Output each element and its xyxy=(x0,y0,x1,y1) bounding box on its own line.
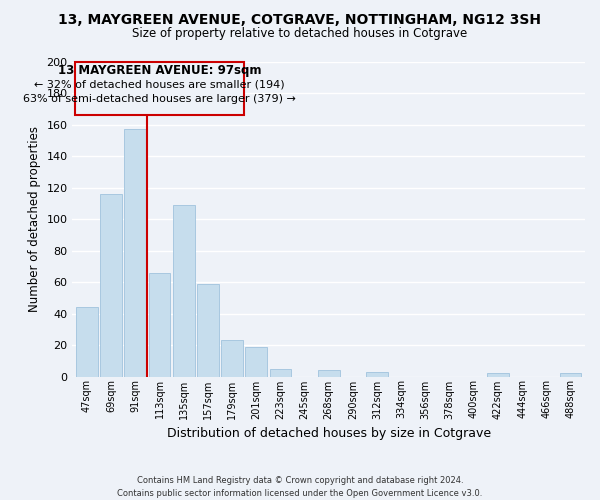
FancyBboxPatch shape xyxy=(76,62,244,115)
Bar xyxy=(318,370,340,376)
X-axis label: Distribution of detached houses by size in Cotgrave: Distribution of detached houses by size … xyxy=(167,427,491,440)
Bar xyxy=(100,194,122,376)
Bar xyxy=(487,374,509,376)
Y-axis label: Number of detached properties: Number of detached properties xyxy=(28,126,41,312)
Bar xyxy=(221,340,243,376)
Bar xyxy=(269,368,291,376)
Text: Contains HM Land Registry data © Crown copyright and database right 2024.
Contai: Contains HM Land Registry data © Crown c… xyxy=(118,476,482,498)
Text: 63% of semi-detached houses are larger (379) →: 63% of semi-detached houses are larger (… xyxy=(23,94,296,104)
Bar xyxy=(245,346,267,376)
Bar xyxy=(197,284,219,376)
Bar xyxy=(76,307,98,376)
Bar xyxy=(149,272,170,376)
Text: 13, MAYGREEN AVENUE, COTGRAVE, NOTTINGHAM, NG12 3SH: 13, MAYGREEN AVENUE, COTGRAVE, NOTTINGHA… xyxy=(59,12,542,26)
Bar xyxy=(560,374,581,376)
Text: 13 MAYGREEN AVENUE: 97sqm: 13 MAYGREEN AVENUE: 97sqm xyxy=(58,64,261,77)
Bar xyxy=(173,205,194,376)
Bar xyxy=(366,372,388,376)
Text: ← 32% of detached houses are smaller (194): ← 32% of detached houses are smaller (19… xyxy=(34,80,285,90)
Text: Size of property relative to detached houses in Cotgrave: Size of property relative to detached ho… xyxy=(133,28,467,40)
Bar xyxy=(124,129,146,376)
